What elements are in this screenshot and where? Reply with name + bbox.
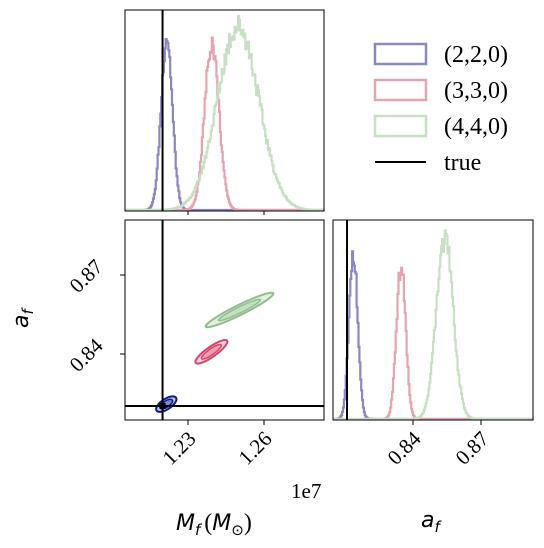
panel-frame	[124, 219, 325, 421]
legend-item: (2,2,0)	[373, 42, 508, 68]
x-offset-text: 1e7	[291, 479, 321, 503]
legend-swatch	[373, 114, 428, 138]
contour-220	[155, 395, 178, 413]
y-tick-label: 0.87	[65, 255, 108, 298]
af-histograms	[333, 229, 534, 421]
legend-label: (2,2,0)	[444, 42, 508, 68]
mf-histograms	[125, 14, 325, 212]
joint-contours	[155, 291, 275, 413]
legend-label: (4,4,0)	[444, 114, 508, 140]
af-tick-label: 0.84	[383, 426, 426, 469]
panel-marginal-mf	[124, 9, 325, 215]
legend-swatch	[373, 42, 428, 66]
legend-item: true	[375, 150, 481, 176]
histogram-4-4-0	[125, 14, 325, 212]
truth-marker	[159, 402, 166, 409]
legend-label: (3,3,0)	[444, 78, 508, 104]
panel-marginal-af	[332, 219, 534, 425]
contour-440	[204, 291, 275, 329]
legend: (2,2,0) (3,3,0) (4,4,0) true	[373, 42, 508, 176]
panel-frame	[332, 219, 534, 421]
histogram-4-4-0	[333, 229, 534, 421]
y-axis-label: af	[9, 307, 37, 328]
contour-330	[194, 339, 229, 365]
y-tick-label: 0.84	[65, 333, 108, 376]
legend-label: true	[444, 150, 481, 176]
svg-text:af: af	[421, 508, 442, 536]
svg-text:Mf(M⊙): Mf (M⊙)	[176, 510, 252, 539]
legend-swatch	[373, 78, 428, 102]
x-tick-label: 1.26	[234, 427, 277, 470]
legend-item: (4,4,0)	[373, 114, 508, 140]
panel-frame	[124, 9, 325, 212]
x-axis-label: Mf (M⊙)	[176, 510, 252, 539]
legend-item: (3,3,0)	[373, 78, 508, 104]
af-axis-label: af	[421, 508, 442, 536]
x-tick-label: 1.23	[158, 427, 201, 470]
af-tick-label: 0.87	[451, 427, 494, 470]
svg-text:af: af	[9, 307, 37, 328]
panel-joint	[120, 219, 325, 425]
